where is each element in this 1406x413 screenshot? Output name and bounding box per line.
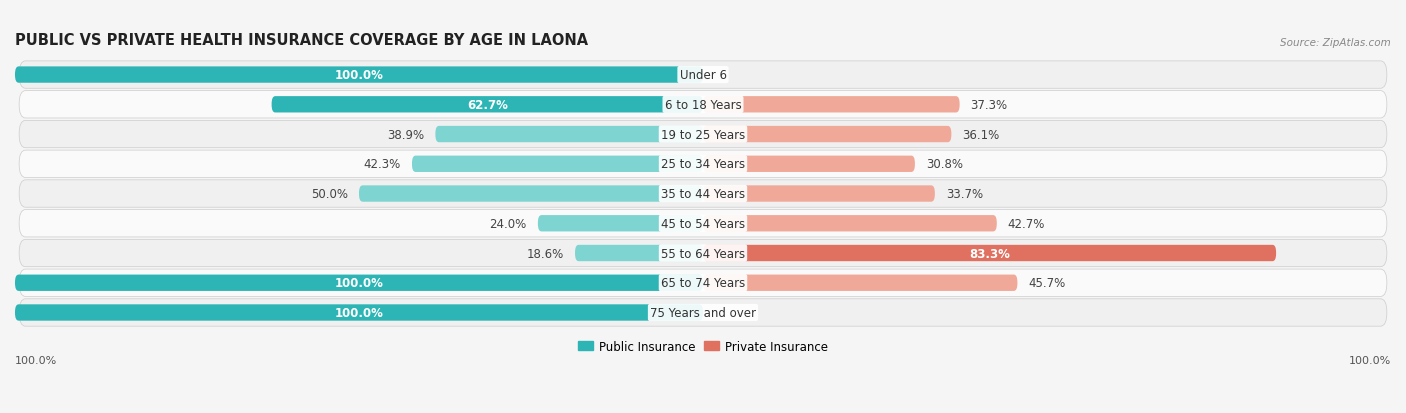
FancyBboxPatch shape <box>20 151 1386 178</box>
FancyBboxPatch shape <box>412 156 703 173</box>
Text: 65 to 74 Years: 65 to 74 Years <box>661 277 745 290</box>
Text: 6 to 18 Years: 6 to 18 Years <box>665 99 741 112</box>
Text: 24.0%: 24.0% <box>489 217 527 230</box>
Text: 36.1%: 36.1% <box>962 128 1000 141</box>
Text: Source: ZipAtlas.com: Source: ZipAtlas.com <box>1281 38 1391 48</box>
FancyBboxPatch shape <box>703 186 935 202</box>
Legend: Public Insurance, Private Insurance: Public Insurance, Private Insurance <box>574 335 832 357</box>
Text: Under 6: Under 6 <box>679 69 727 82</box>
Text: 30.8%: 30.8% <box>927 158 963 171</box>
Text: 18.6%: 18.6% <box>527 247 564 260</box>
FancyBboxPatch shape <box>20 91 1386 119</box>
Text: 35 to 44 Years: 35 to 44 Years <box>661 188 745 201</box>
Text: 100.0%: 100.0% <box>335 277 384 290</box>
Text: 100.0%: 100.0% <box>335 69 384 82</box>
FancyBboxPatch shape <box>20 121 1386 148</box>
Text: 55 to 64 Years: 55 to 64 Years <box>661 247 745 260</box>
FancyBboxPatch shape <box>20 210 1386 237</box>
FancyBboxPatch shape <box>20 240 1386 267</box>
FancyBboxPatch shape <box>15 275 703 291</box>
FancyBboxPatch shape <box>703 97 960 113</box>
FancyBboxPatch shape <box>20 299 1386 326</box>
Text: 62.7%: 62.7% <box>467 99 508 112</box>
Text: PUBLIC VS PRIVATE HEALTH INSURANCE COVERAGE BY AGE IN LAONA: PUBLIC VS PRIVATE HEALTH INSURANCE COVER… <box>15 33 588 48</box>
Text: 37.3%: 37.3% <box>970 99 1008 112</box>
Text: 100.0%: 100.0% <box>335 306 384 319</box>
FancyBboxPatch shape <box>575 245 703 261</box>
Text: 42.3%: 42.3% <box>364 158 401 171</box>
Text: 100.0%: 100.0% <box>15 355 58 365</box>
Text: 50.0%: 50.0% <box>311 188 349 201</box>
FancyBboxPatch shape <box>20 269 1386 297</box>
FancyBboxPatch shape <box>359 186 703 202</box>
FancyBboxPatch shape <box>20 62 1386 89</box>
FancyBboxPatch shape <box>15 67 703 83</box>
FancyBboxPatch shape <box>703 245 1277 261</box>
FancyBboxPatch shape <box>436 126 703 143</box>
FancyBboxPatch shape <box>20 180 1386 208</box>
FancyBboxPatch shape <box>703 156 915 173</box>
Text: 45.7%: 45.7% <box>1028 277 1066 290</box>
Text: 25 to 34 Years: 25 to 34 Years <box>661 158 745 171</box>
Text: 45 to 54 Years: 45 to 54 Years <box>661 217 745 230</box>
Text: 33.7%: 33.7% <box>946 188 983 201</box>
Text: 75 Years and over: 75 Years and over <box>650 306 756 319</box>
FancyBboxPatch shape <box>271 97 703 113</box>
FancyBboxPatch shape <box>703 275 1018 291</box>
Text: 19 to 25 Years: 19 to 25 Years <box>661 128 745 141</box>
FancyBboxPatch shape <box>703 126 952 143</box>
FancyBboxPatch shape <box>15 304 703 321</box>
Text: 100.0%: 100.0% <box>1348 355 1391 365</box>
Text: 38.9%: 38.9% <box>387 128 425 141</box>
Text: 42.7%: 42.7% <box>1008 217 1045 230</box>
FancyBboxPatch shape <box>538 216 703 232</box>
FancyBboxPatch shape <box>703 216 997 232</box>
Text: 83.3%: 83.3% <box>969 247 1010 260</box>
